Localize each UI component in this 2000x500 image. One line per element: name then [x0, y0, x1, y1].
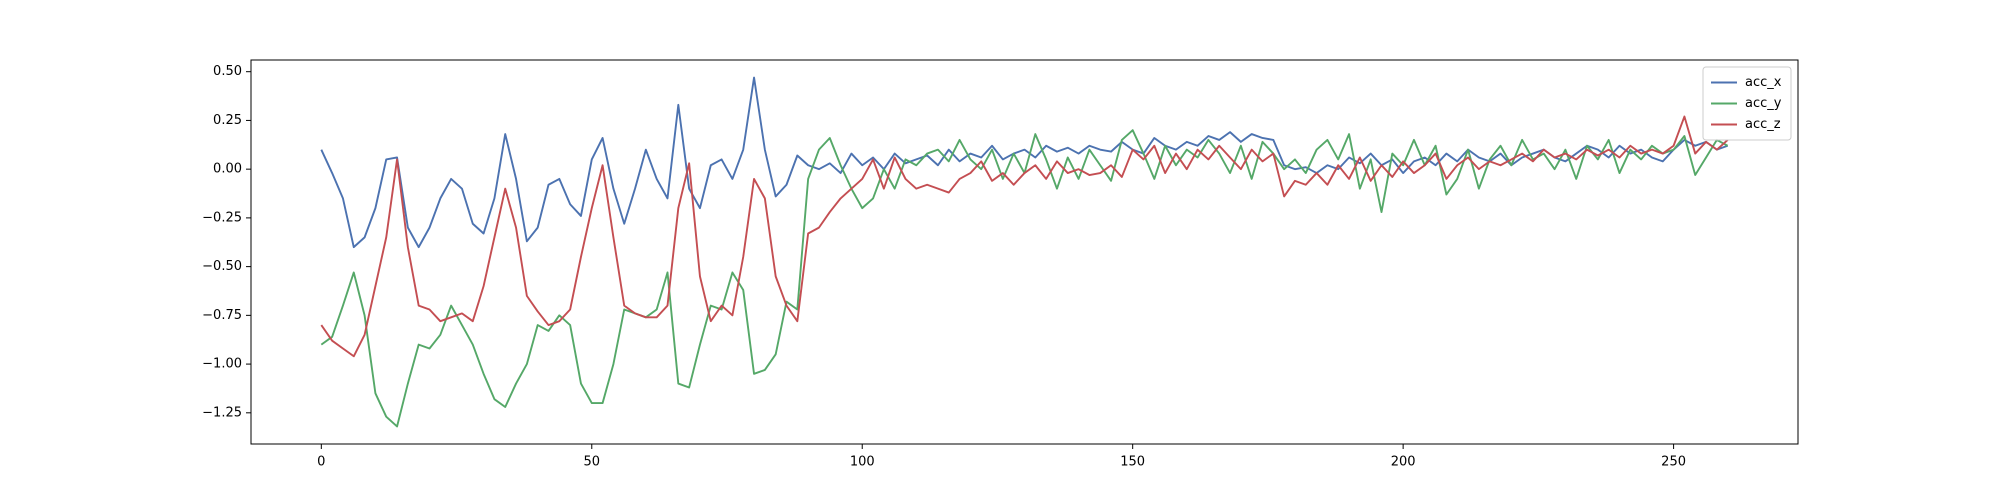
- legend-label: acc_z: [1745, 117, 1781, 132]
- y-tick-label: −1.25: [202, 405, 242, 420]
- series-line: [320, 76, 1729, 249]
- y-tick-label: −0.75: [202, 308, 242, 323]
- y-tick-label: 0.00: [213, 162, 242, 177]
- y-tick-label: 0.25: [213, 113, 242, 128]
- y-tick-label: 0.50: [213, 64, 242, 79]
- legend-box: [1702, 66, 1792, 141]
- x-tick-label: 100: [850, 455, 875, 470]
- legend-label: acc_y: [1745, 96, 1782, 111]
- x-tick-label: 0: [317, 455, 325, 470]
- legend-label: acc_x: [1745, 75, 1782, 90]
- legend: acc_x acc_y acc_z: [1702, 66, 1792, 141]
- y-tick-label: −1.00: [202, 357, 242, 372]
- y-tick-label: −0.50: [202, 259, 242, 274]
- y-tick-label: −0.25: [202, 210, 242, 225]
- axes-frame: [250, 59, 1799, 445]
- x-tick-label: 200: [1391, 455, 1416, 470]
- x-tick-label: 50: [583, 455, 600, 470]
- x-tick-label: 150: [1120, 455, 1145, 470]
- series-line: [320, 115, 1729, 358]
- series-line: [320, 129, 1729, 428]
- x-tick-label: 250: [1661, 455, 1686, 470]
